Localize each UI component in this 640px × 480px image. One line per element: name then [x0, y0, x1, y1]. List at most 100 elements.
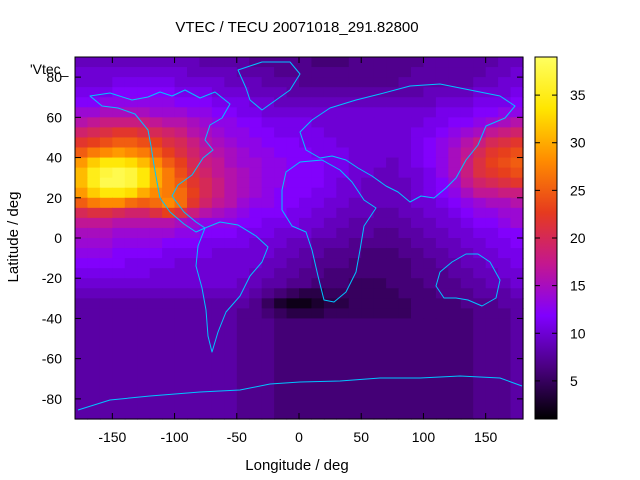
heat-cell [323, 87, 337, 98]
heat-cell [174, 207, 188, 219]
heat-cell [124, 167, 138, 179]
heat-cell [162, 298, 176, 309]
heat-cell [336, 238, 350, 249]
heat-cell [112, 147, 126, 159]
heat-cell [423, 187, 437, 199]
heat-cell [411, 207, 425, 219]
heat-cell [99, 268, 113, 279]
heat-cell [236, 97, 250, 108]
heat-cell [411, 97, 425, 108]
heat-cell [224, 238, 238, 249]
heat-cell [485, 227, 499, 239]
heat-cell [75, 248, 89, 259]
heat-cell [224, 117, 238, 128]
heat-cell [460, 177, 474, 189]
heat-cell [162, 248, 176, 259]
heatmap-cells [75, 57, 524, 420]
heat-cell [323, 177, 337, 189]
heat-cell [386, 177, 400, 189]
heat-cell [199, 288, 213, 299]
heat-cell [485, 248, 499, 259]
heat-cell [448, 248, 462, 259]
heat-cell [236, 268, 250, 279]
heat-cell [373, 77, 387, 88]
heat-cell [398, 57, 412, 68]
heat-cell [361, 177, 375, 189]
heat-cell [323, 308, 337, 320]
y-tick-label: 80 [46, 69, 62, 85]
heat-cell [162, 137, 176, 149]
heat-cell [423, 238, 437, 249]
heat-cell [460, 197, 474, 209]
heat-cell [224, 298, 238, 309]
heat-cell [162, 157, 176, 169]
heat-cell [174, 167, 188, 179]
heat-cell [423, 308, 437, 320]
heat-cell [236, 167, 250, 179]
heat-cell [411, 238, 425, 249]
heat-cell [112, 187, 126, 199]
heat-cell [99, 147, 113, 159]
heat-cell [336, 318, 350, 420]
heat-cell [199, 107, 213, 118]
heat-cell [124, 288, 138, 299]
heat-cell [187, 147, 201, 159]
heat-cell [149, 298, 163, 309]
heat-cell [75, 107, 89, 118]
heat-cell [423, 117, 437, 128]
heat-cell [311, 248, 325, 259]
heat-cell [211, 197, 225, 209]
heat-cell [498, 238, 512, 249]
heat-cell [274, 147, 288, 159]
heat-cell [137, 87, 151, 98]
heat-cell [460, 278, 474, 289]
heat-cell [510, 318, 524, 420]
heat-cell [498, 157, 512, 169]
heat-cell [199, 147, 213, 159]
heat-cell [236, 197, 250, 209]
heat-cell [199, 227, 213, 239]
heat-cell [274, 157, 288, 169]
heat-cell [435, 187, 449, 199]
heat-cell [187, 187, 201, 199]
heat-cell [423, 127, 437, 139]
heat-cell [187, 207, 201, 219]
heat-cell [386, 278, 400, 289]
heat-cell [137, 147, 151, 159]
heat-cell [187, 308, 201, 320]
heat-cell [236, 238, 250, 249]
heat-cell [87, 167, 101, 179]
heat-cell [398, 248, 412, 259]
heat-cell [510, 137, 524, 149]
heat-cell [448, 197, 462, 209]
heat-cell [510, 187, 524, 199]
heat-cell [348, 217, 362, 229]
heat-cell [485, 197, 499, 209]
x-tick-label: -150 [98, 429, 126, 445]
heat-cell [448, 318, 462, 420]
heat-cell [386, 238, 400, 249]
heat-cell [261, 117, 275, 128]
heat-cell [99, 248, 113, 259]
heat-cell [435, 248, 449, 259]
heat-cell [187, 278, 201, 289]
y-tick-label: 0 [54, 230, 62, 246]
heat-cell [286, 107, 300, 118]
heat-cell [187, 177, 201, 189]
heat-cell [373, 187, 387, 199]
heat-cell [224, 107, 238, 118]
heat-cell [361, 97, 375, 108]
heat-cell [87, 117, 101, 128]
heat-cell [435, 298, 449, 309]
heat-cell [398, 97, 412, 108]
heat-cell [323, 278, 337, 289]
heat-cell [286, 117, 300, 128]
heat-cell [112, 278, 126, 289]
heat-cell [411, 187, 425, 199]
heat-cell [498, 117, 512, 128]
heat-cell [174, 318, 188, 420]
heat-cell [75, 87, 89, 98]
heat-cell [398, 157, 412, 169]
heat-cell [211, 318, 225, 420]
heat-cell [348, 298, 362, 309]
